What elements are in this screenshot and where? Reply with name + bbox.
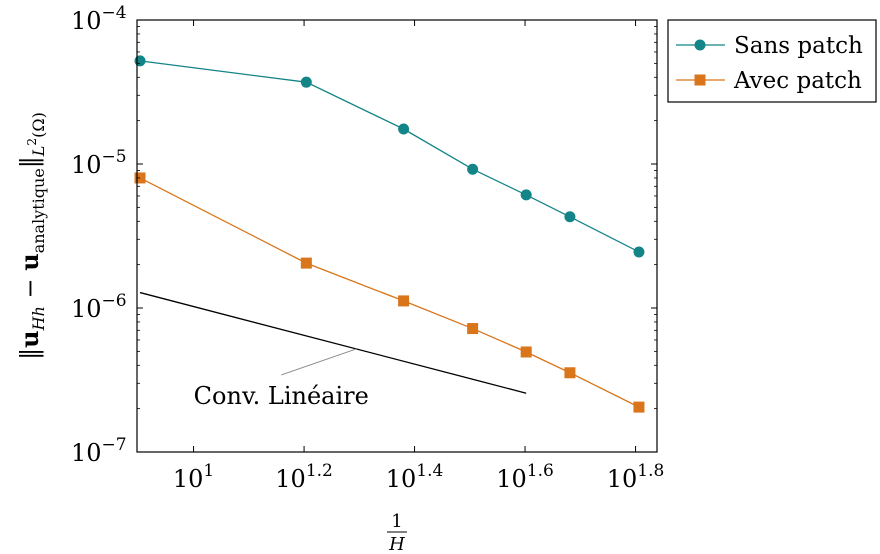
y-axis-ticks: 10−4 10−5 10−6 10−7 (71, 3, 657, 467)
y-tick-label: 10−7 (71, 435, 127, 467)
data-point-sans-patch (134, 55, 146, 67)
data-point-avec-patch (134, 172, 146, 184)
legend: Sans patch Avec patch (667, 19, 877, 103)
y-tick-label: 10−4 (71, 3, 127, 35)
data-point-sans-patch (520, 189, 532, 201)
x-tick-label: 101.2 (275, 461, 333, 493)
y-tick-label: 10−5 (71, 147, 127, 179)
data-point-sans-patch (300, 76, 312, 88)
series-line-avec-patch (139, 177, 640, 408)
x-axis-ticks: 101 101.2 101.4 101.6 101.8 (173, 20, 664, 493)
y-tick-label: 10−6 (71, 291, 127, 323)
x-tick-label: 101 (173, 461, 214, 493)
annotation-label: Conv. Linéaire (194, 382, 369, 410)
legend-label-avec-patch: Avec patch (733, 68, 862, 94)
data-point-avec-patch (398, 295, 410, 307)
x-tick-label: 101.6 (496, 461, 554, 493)
y-axis-label: ‖uHh − uanalytique‖L2(Ω) (15, 112, 48, 360)
legend-entry-avec-patch: Avec patch (676, 68, 862, 94)
axes-frame (136, 19, 658, 453)
x-tick-label: 101.8 (607, 461, 665, 493)
x-axis-label: 1 H (387, 511, 407, 554)
reference-line (139, 291, 527, 394)
legend-marker-sans-patch (694, 39, 706, 51)
x-axis-label-denominator: H (388, 534, 405, 554)
legend-label-sans-patch: Sans patch (734, 33, 863, 59)
data-point-sans-patch (633, 246, 645, 258)
series-line-sans-patch (139, 60, 640, 253)
data-point-avec-patch (564, 367, 576, 379)
data-point-avec-patch (300, 257, 312, 269)
x-axis-label-numerator: 1 (391, 511, 402, 532)
axes-border (136, 19, 658, 453)
x-tick-label: 101.4 (386, 461, 444, 493)
data-point-avec-patch (520, 346, 532, 358)
data-point-sans-patch (467, 163, 479, 175)
data-point-sans-patch (398, 123, 410, 135)
legend-entry-sans-patch: Sans patch (676, 33, 863, 59)
data-point-avec-patch (633, 401, 645, 413)
svg-text:‖uHh − uanalytique‖L2(Ω): ‖uHh − uanalytique‖L2(Ω) (15, 112, 48, 360)
data-point-avec-patch (467, 323, 479, 335)
annotation-pin (281, 348, 357, 376)
legend-marker-avec-patch (694, 74, 706, 86)
plot-area: Conv. Linéaire (134, 55, 645, 413)
data-point-sans-patch (564, 211, 576, 223)
legend-box (667, 19, 877, 103)
